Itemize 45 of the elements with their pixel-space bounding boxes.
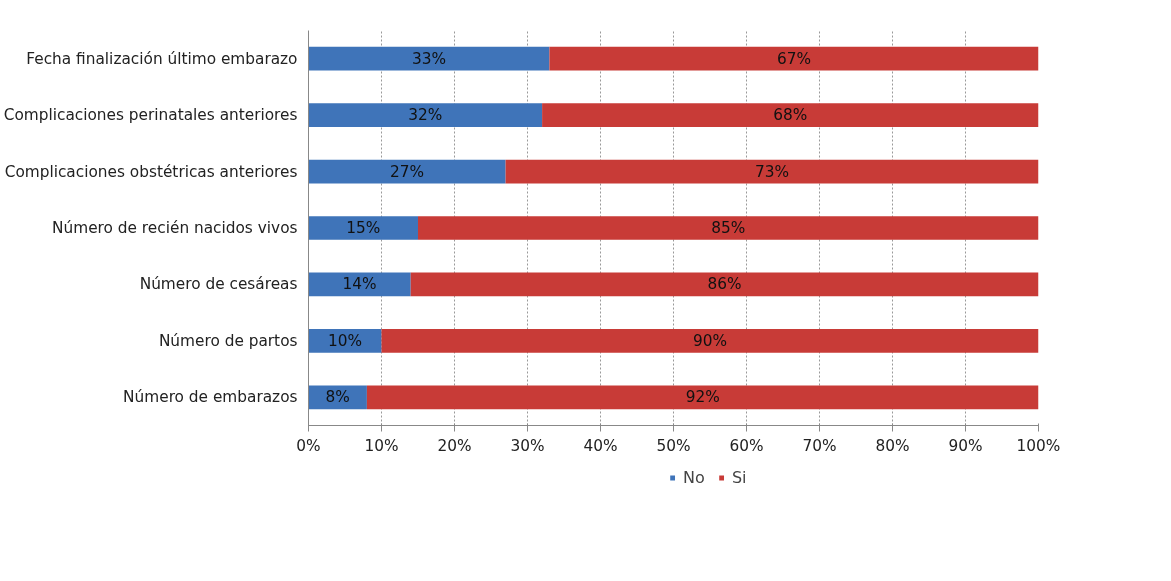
data-label: 33% [411, 49, 446, 68]
data-label: 8% [325, 388, 350, 407]
x-tick-label: 80% [875, 436, 910, 455]
data-label: 90% [692, 331, 728, 350]
bar [542, 103, 1039, 127]
data-label: 27% [390, 162, 425, 181]
x-tick-label: 70% [802, 436, 837, 455]
bar [308, 46, 550, 71]
data-label: 86% [707, 275, 742, 294]
bar [549, 46, 1039, 71]
bar [418, 216, 1039, 240]
data-label: 68% [773, 106, 808, 125]
data-label: 15% [346, 219, 381, 237]
data-label: 85% [711, 219, 746, 237]
data-label: 67% [776, 49, 811, 68]
y-tick-label: Fecha finalización último embarazo [26, 49, 298, 68]
y-tick-label: Número de recién nacidos vivos [52, 219, 298, 237]
y-tick-label: Complicaciones obstétricas anteriores [4, 162, 298, 181]
x-tick-label: 90% [948, 436, 983, 455]
y-tick-label: Número de partos [158, 331, 298, 350]
data-label: 14% [342, 275, 377, 294]
y-tick-label: Complicaciones perinatales anteriores [3, 106, 298, 125]
data-label: 10% [327, 331, 363, 350]
x-tick-label: 100% [1016, 436, 1061, 455]
bar [410, 272, 1039, 297]
bar [308, 216, 418, 240]
x-tick-label: 0% [296, 436, 321, 455]
bar [308, 103, 543, 127]
x-tick-label: 40% [583, 436, 618, 455]
x-tick-label: 10% [364, 436, 399, 455]
legend-label: Si [731, 467, 748, 487]
x-tick-label: 60% [729, 436, 764, 455]
data-label: 73% [755, 162, 790, 181]
bar [505, 159, 1039, 184]
x-tick-label: 50% [656, 436, 691, 455]
x-tick-label: 30% [510, 436, 545, 455]
y-tick-label: Número de embarazos [123, 388, 298, 407]
bar [381, 329, 1039, 353]
x-tick-label: 20% [437, 436, 472, 455]
bar [308, 159, 506, 184]
data-label: 32% [408, 106, 443, 125]
y-tick-label: Número de cesáreas [139, 275, 298, 294]
legend-label: No [683, 467, 705, 487]
bar [366, 385, 1039, 410]
data-label: 92% [685, 388, 720, 407]
